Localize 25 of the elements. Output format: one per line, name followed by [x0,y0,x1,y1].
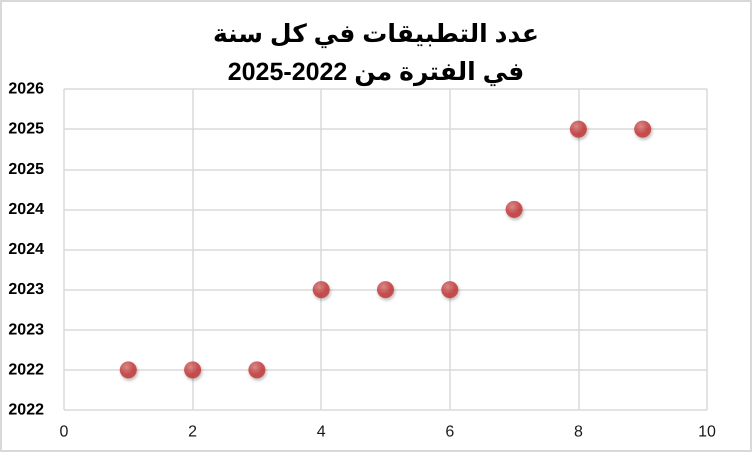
y-tick-label: 2024 [8,241,44,258]
y-tick-label: 2023 [8,321,44,338]
point [248,361,266,378]
x-tick-label: 4 [316,424,326,440]
x-tick-label: 2 [188,424,198,440]
x-tick-label: 8 [574,424,583,440]
point [184,361,202,378]
y-tick-label: 2026 [8,80,44,98]
point [570,120,587,138]
point [312,281,330,298]
x-tick-label: 0 [60,424,69,440]
point [634,120,652,138]
y-tick-label: 2024 [8,200,44,218]
point [120,361,137,378]
x-tick-label: 10 [698,424,716,440]
y-tick-label: 2025 [8,160,44,178]
point [377,281,394,298]
point [506,200,523,218]
point [441,281,458,298]
x-tick-label: 6 [445,424,454,440]
chart-title: عدد التطبيقات في كل سنة في الفترة من 2022-2025 [212,20,540,87]
y-tick-label: 2025 [8,120,44,138]
y-tick-label: 2023 [8,281,44,298]
y-tick-label: 2022 [8,361,44,378]
y-tick-label: 2022 [8,402,44,418]
